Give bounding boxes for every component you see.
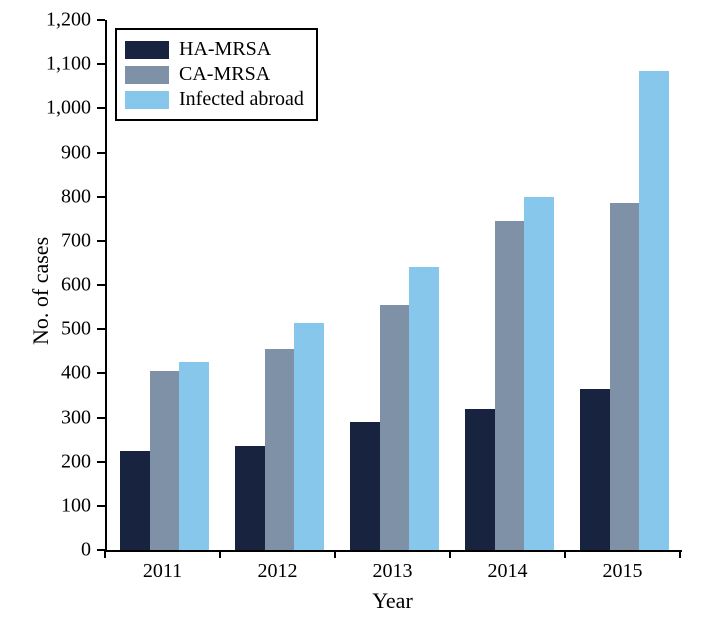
- y-tick-label: 100: [0, 494, 91, 517]
- y-tick: [97, 240, 105, 242]
- y-tick: [97, 461, 105, 463]
- y-tick-label: 800: [0, 185, 91, 208]
- x-axis-title: Year: [372, 588, 413, 614]
- y-tick: [97, 328, 105, 330]
- y-tick: [97, 107, 105, 109]
- y-tick: [97, 63, 105, 65]
- x-tick: [104, 550, 106, 558]
- x-tick: [679, 550, 681, 558]
- bar-ha-mrsa: [120, 451, 150, 550]
- bar-ha-mrsa: [350, 422, 380, 550]
- x-tick-label: 2012: [258, 560, 298, 583]
- y-tick: [97, 284, 105, 286]
- bar-ca-mrsa: [265, 349, 295, 550]
- legend-label: HA-MRSA: [179, 38, 271, 61]
- bar-ca-mrsa: [495, 221, 525, 550]
- bar-ha-mrsa: [580, 389, 610, 550]
- bar-infected-abroad: [294, 323, 324, 550]
- x-tick-label: 2011: [143, 560, 182, 583]
- x-tick: [219, 550, 221, 558]
- y-tick: [97, 19, 105, 21]
- x-tick: [564, 550, 566, 558]
- y-tick-label: 300: [0, 406, 91, 429]
- y-tick-label: 400: [0, 362, 91, 385]
- y-tick: [97, 152, 105, 154]
- legend-label: CA-MRSA: [179, 63, 270, 86]
- bar-infected-abroad: [409, 267, 439, 550]
- legend-swatch: [125, 66, 169, 84]
- bar-infected-abroad: [639, 71, 669, 550]
- y-tick: [97, 196, 105, 198]
- y-tick-label: 900: [0, 141, 91, 164]
- bar-ca-mrsa: [380, 305, 410, 550]
- bar-ca-mrsa: [610, 203, 640, 550]
- y-tick-label: 0: [0, 539, 91, 562]
- y-tick-label: 200: [0, 450, 91, 473]
- legend-label: Infected abroad: [179, 88, 304, 111]
- y-tick: [97, 372, 105, 374]
- x-tick-label: 2015: [603, 560, 643, 583]
- bar-ha-mrsa: [235, 446, 265, 550]
- legend-item: Infected abroad: [125, 88, 304, 111]
- x-tick: [449, 550, 451, 558]
- legend-item: CA-MRSA: [125, 63, 304, 86]
- legend: HA-MRSACA-MRSAInfected abroad: [115, 28, 318, 121]
- x-tick-label: 2013: [373, 560, 413, 583]
- bar-infected-abroad: [524, 197, 554, 550]
- bar-ha-mrsa: [465, 409, 495, 550]
- x-tick: [334, 550, 336, 558]
- x-tick-label: 2014: [488, 560, 528, 583]
- y-tick-label: 1,200: [0, 9, 91, 32]
- bar-ca-mrsa: [150, 371, 180, 550]
- y-axis-title: No. of cases: [28, 237, 54, 345]
- y-tick-label: 1,000: [0, 97, 91, 120]
- legend-swatch: [125, 91, 169, 109]
- y-tick: [97, 505, 105, 507]
- y-tick-label: 1,100: [0, 53, 91, 76]
- mrsa-cases-bar-chart: HA-MRSACA-MRSAInfected abroad 0 100 200 300…: [0, 0, 718, 628]
- y-tick: [97, 417, 105, 419]
- legend-swatch: [125, 41, 169, 59]
- legend-item: HA-MRSA: [125, 38, 304, 61]
- bar-infected-abroad: [179, 362, 209, 550]
